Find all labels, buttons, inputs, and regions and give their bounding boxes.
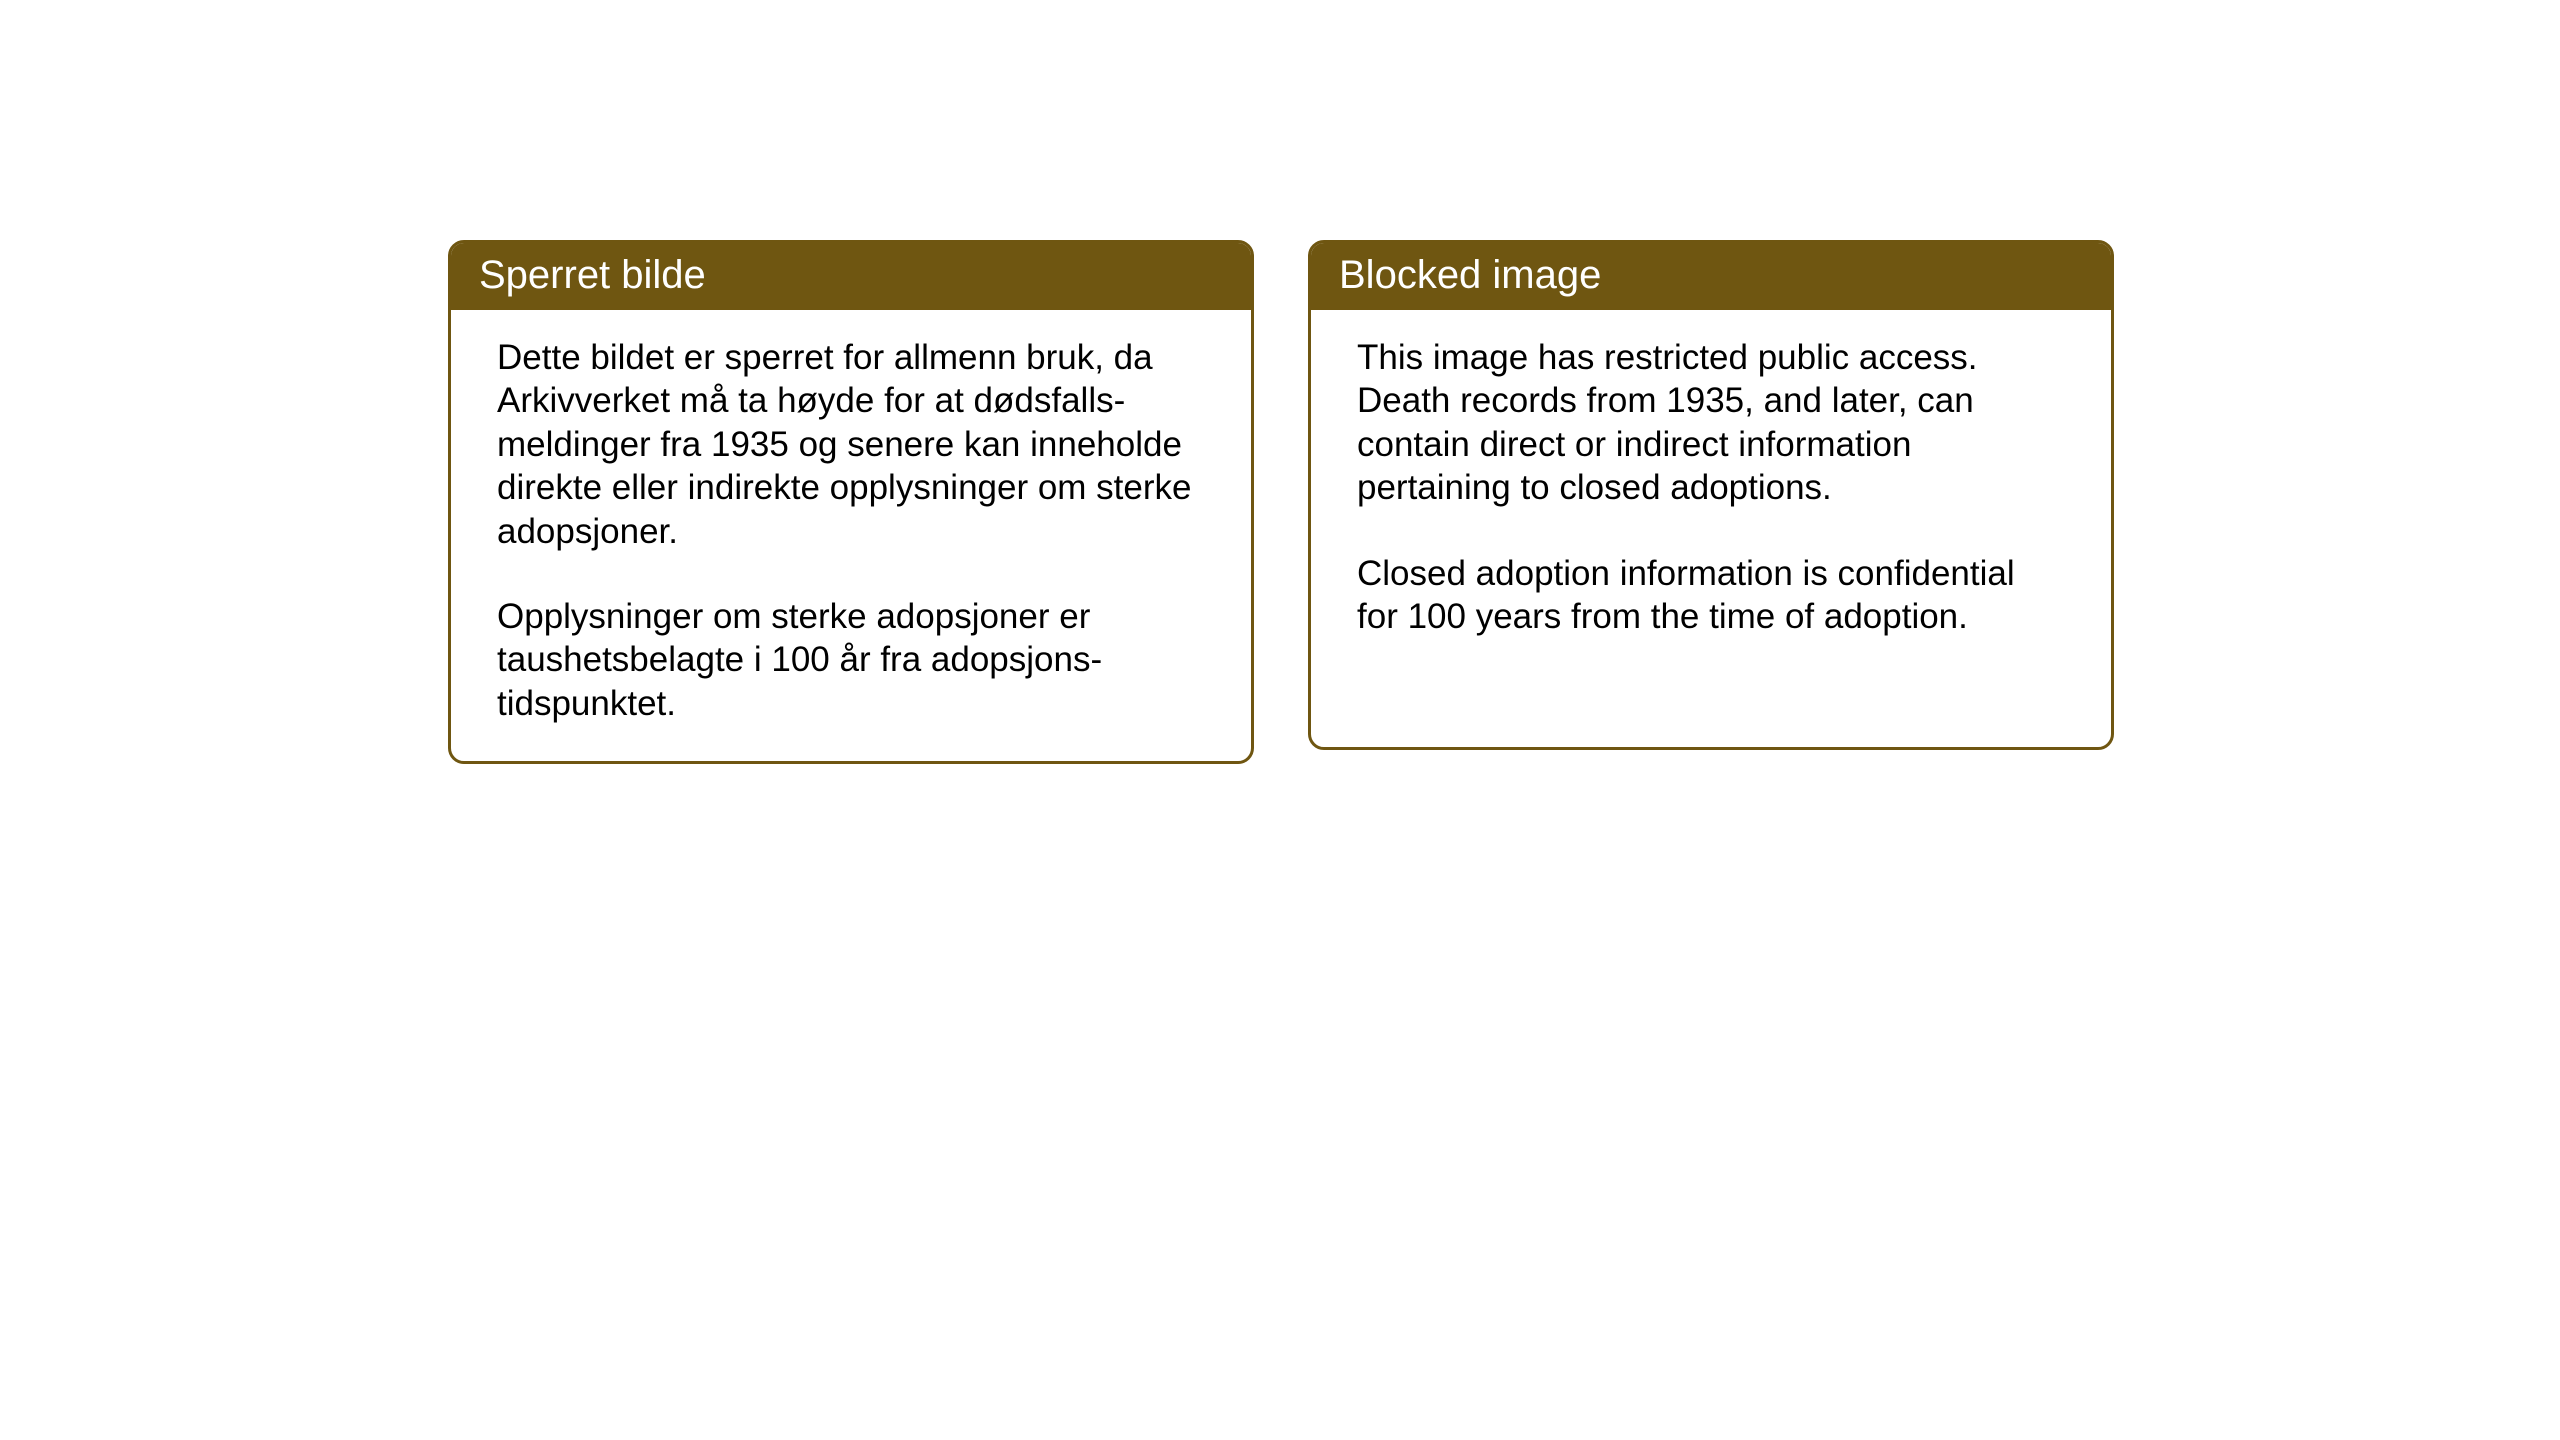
notice-body-norwegian: Dette bildet er sperret for allmenn bruk…	[451, 310, 1251, 761]
notice-paragraph-1-english: This image has restricted public access.…	[1357, 336, 2065, 510]
notice-header-norwegian: Sperret bilde	[451, 243, 1251, 310]
notice-header-english: Blocked image	[1311, 243, 2111, 310]
notice-body-english: This image has restricted public access.…	[1311, 310, 2111, 674]
notice-card-norwegian: Sperret bilde Dette bildet er sperret fo…	[448, 240, 1254, 764]
notice-paragraph-2-norwegian: Opplysninger om sterke adopsjoner er tau…	[497, 595, 1205, 725]
notice-paragraph-1-norwegian: Dette bildet er sperret for allmenn bruk…	[497, 336, 1205, 553]
notice-title-english: Blocked image	[1339, 253, 1601, 297]
notice-title-norwegian: Sperret bilde	[479, 253, 706, 297]
notice-paragraph-2-english: Closed adoption information is confident…	[1357, 552, 2065, 639]
notice-card-english: Blocked image This image has restricted …	[1308, 240, 2114, 750]
notice-container: Sperret bilde Dette bildet er sperret fo…	[448, 240, 2114, 764]
